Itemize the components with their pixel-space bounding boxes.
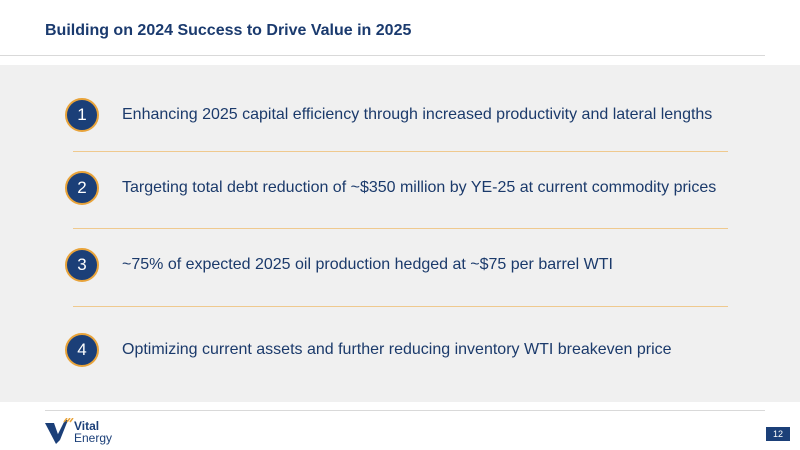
logo-wordmark-line2: Energy	[74, 431, 113, 445]
item-divider	[73, 306, 728, 307]
item-divider	[73, 151, 728, 152]
item-text-3: ~75% of expected 2025 oil production hed…	[122, 256, 613, 273]
logo-wordmark-line1: Vital	[74, 419, 100, 433]
vital-energy-logo-icon	[45, 418, 74, 444]
bullet-number-4: 4	[65, 333, 99, 367]
bullet-number-3: 3	[65, 248, 99, 282]
bullet-number-2: 2	[65, 171, 99, 205]
footer-divider	[45, 410, 765, 411]
title-divider	[0, 55, 765, 56]
page-number: 12	[766, 427, 790, 441]
content-panel	[0, 65, 800, 402]
item-text-2: Targeting total debt reduction of ~$350 …	[122, 179, 717, 196]
item-divider	[73, 228, 728, 229]
item-text-4: Optimizing current assets and further re…	[122, 341, 672, 358]
bullet-number-1: 1	[65, 98, 99, 132]
slide-title: Building on 2024 Success to Drive Value …	[45, 22, 412, 39]
item-text-1: Enhancing 2025 capital efficiency throug…	[122, 106, 713, 123]
